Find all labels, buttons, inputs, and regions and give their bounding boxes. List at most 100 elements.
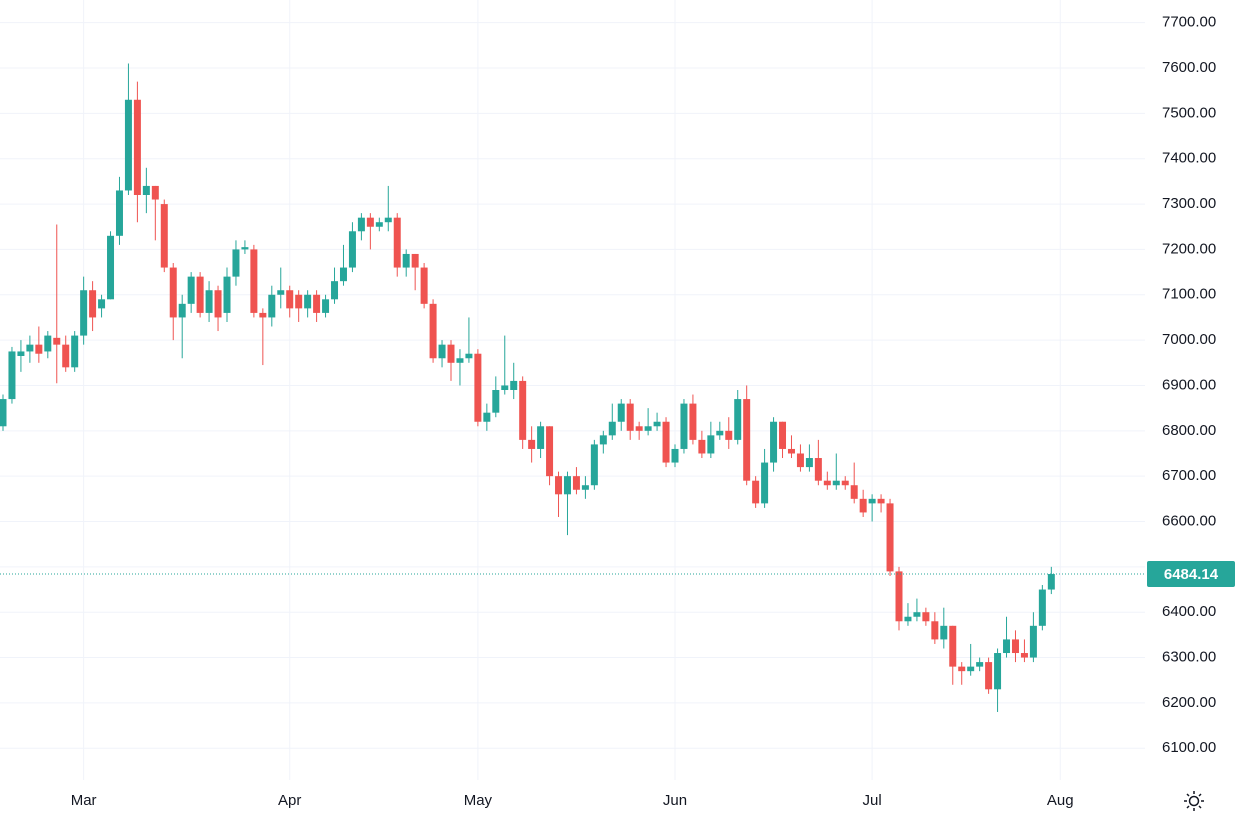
candle-body — [205, 290, 213, 313]
candle-body — [1029, 625, 1037, 658]
candle-body — [904, 616, 912, 622]
candle-body — [241, 247, 249, 250]
y-tick-label: 6900.00 — [1162, 376, 1216, 393]
candle-body — [250, 249, 258, 313]
candle-body — [339, 267, 347, 282]
y-tick-label: 7100.00 — [1162, 286, 1216, 303]
candle-body — [555, 476, 563, 495]
y-tick-label: 6400.00 — [1162, 603, 1216, 620]
candle-body — [581, 485, 589, 490]
candle-body — [734, 399, 742, 440]
candle-body — [98, 299, 106, 309]
candle-body — [940, 625, 948, 640]
candle-body — [725, 430, 733, 440]
candle-body — [779, 421, 787, 449]
candle-body — [886, 503, 894, 572]
candle-body — [617, 403, 625, 422]
candle-body — [537, 426, 545, 449]
y-tick-label: 6700.00 — [1162, 467, 1216, 484]
candle-body — [761, 462, 769, 504]
candle-body — [142, 185, 150, 195]
candle-body — [1020, 653, 1028, 658]
y-tick-label: 6100.00 — [1162, 739, 1216, 756]
y-tick-label: 6300.00 — [1162, 649, 1216, 666]
candle-body — [160, 204, 168, 268]
candle-body — [8, 351, 16, 400]
candle-body — [187, 276, 195, 304]
candle-body — [1047, 574, 1055, 590]
candle-body — [71, 335, 79, 368]
candle-body — [832, 480, 840, 486]
x-tick-label: Jul — [863, 792, 882, 809]
candle-body — [671, 448, 679, 463]
candle-body — [913, 612, 921, 617]
candle-body — [196, 276, 204, 313]
y-tick-label: 7300.00 — [1162, 195, 1216, 212]
candle-body — [402, 253, 410, 268]
candle-body — [357, 217, 365, 232]
y-tick-label: 7400.00 — [1162, 150, 1216, 167]
candle-body — [510, 380, 518, 390]
candle-body — [438, 344, 446, 359]
candle-body — [151, 185, 159, 200]
candle-body — [698, 439, 706, 454]
grid — [0, 0, 1145, 780]
candle-body — [796, 453, 804, 468]
candle-body — [124, 99, 132, 191]
candle-body — [976, 662, 984, 667]
candle-body — [814, 458, 822, 481]
candle-body — [456, 358, 464, 363]
candle-body — [644, 426, 652, 431]
candle-body — [967, 666, 975, 672]
candle-body — [958, 666, 966, 672]
candle-body — [877, 498, 885, 504]
last-price-badge — [1147, 561, 1235, 588]
candle-body — [653, 421, 661, 427]
candle-body — [743, 399, 751, 481]
y-tick-label: 7600.00 — [1162, 59, 1216, 76]
candle-body — [53, 337, 61, 345]
candle-body — [590, 444, 598, 486]
candle-body — [393, 217, 401, 268]
candle-body — [214, 290, 222, 318]
x-tick-label: May — [464, 792, 493, 809]
candle-body — [949, 625, 957, 667]
candle-body — [572, 476, 580, 490]
candle-body — [259, 312, 267, 318]
candle-body — [841, 480, 849, 486]
candle-body — [169, 267, 177, 318]
candle-body — [0, 399, 7, 427]
candle-body — [850, 485, 858, 499]
y-tick-label: 6800.00 — [1162, 422, 1216, 439]
candle-body — [922, 612, 930, 622]
candle-body — [680, 403, 688, 449]
candle-body — [787, 448, 795, 454]
x-tick-label: Jun — [663, 792, 687, 809]
y-tick-label: 6200.00 — [1162, 694, 1216, 711]
candle-body — [384, 217, 392, 223]
candle-body — [868, 498, 876, 504]
candle-body — [322, 299, 330, 313]
candle-body — [107, 235, 115, 300]
candle-body — [178, 303, 186, 318]
candle-body — [295, 294, 303, 309]
candle-body — [80, 290, 88, 336]
candle-body — [626, 403, 634, 431]
candle-body — [17, 351, 25, 356]
candle-body — [429, 303, 437, 359]
candle-body — [519, 380, 527, 440]
candle-body — [44, 335, 52, 352]
candle-body — [313, 294, 321, 313]
candle-body — [770, 421, 778, 463]
settings-icon[interactable] — [1184, 791, 1204, 811]
x-tick-label: Aug — [1047, 792, 1074, 809]
candle-body — [62, 344, 70, 368]
candle-body — [859, 498, 867, 513]
y-tick-label: 7200.00 — [1162, 240, 1216, 257]
candle-body — [447, 344, 455, 363]
candle-body — [823, 480, 831, 486]
candle-body — [268, 294, 276, 318]
candle-body — [608, 421, 616, 436]
candle-body — [662, 421, 670, 463]
